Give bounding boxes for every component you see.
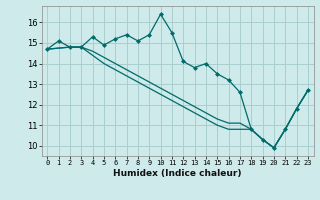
X-axis label: Humidex (Indice chaleur): Humidex (Indice chaleur) (113, 169, 242, 178)
